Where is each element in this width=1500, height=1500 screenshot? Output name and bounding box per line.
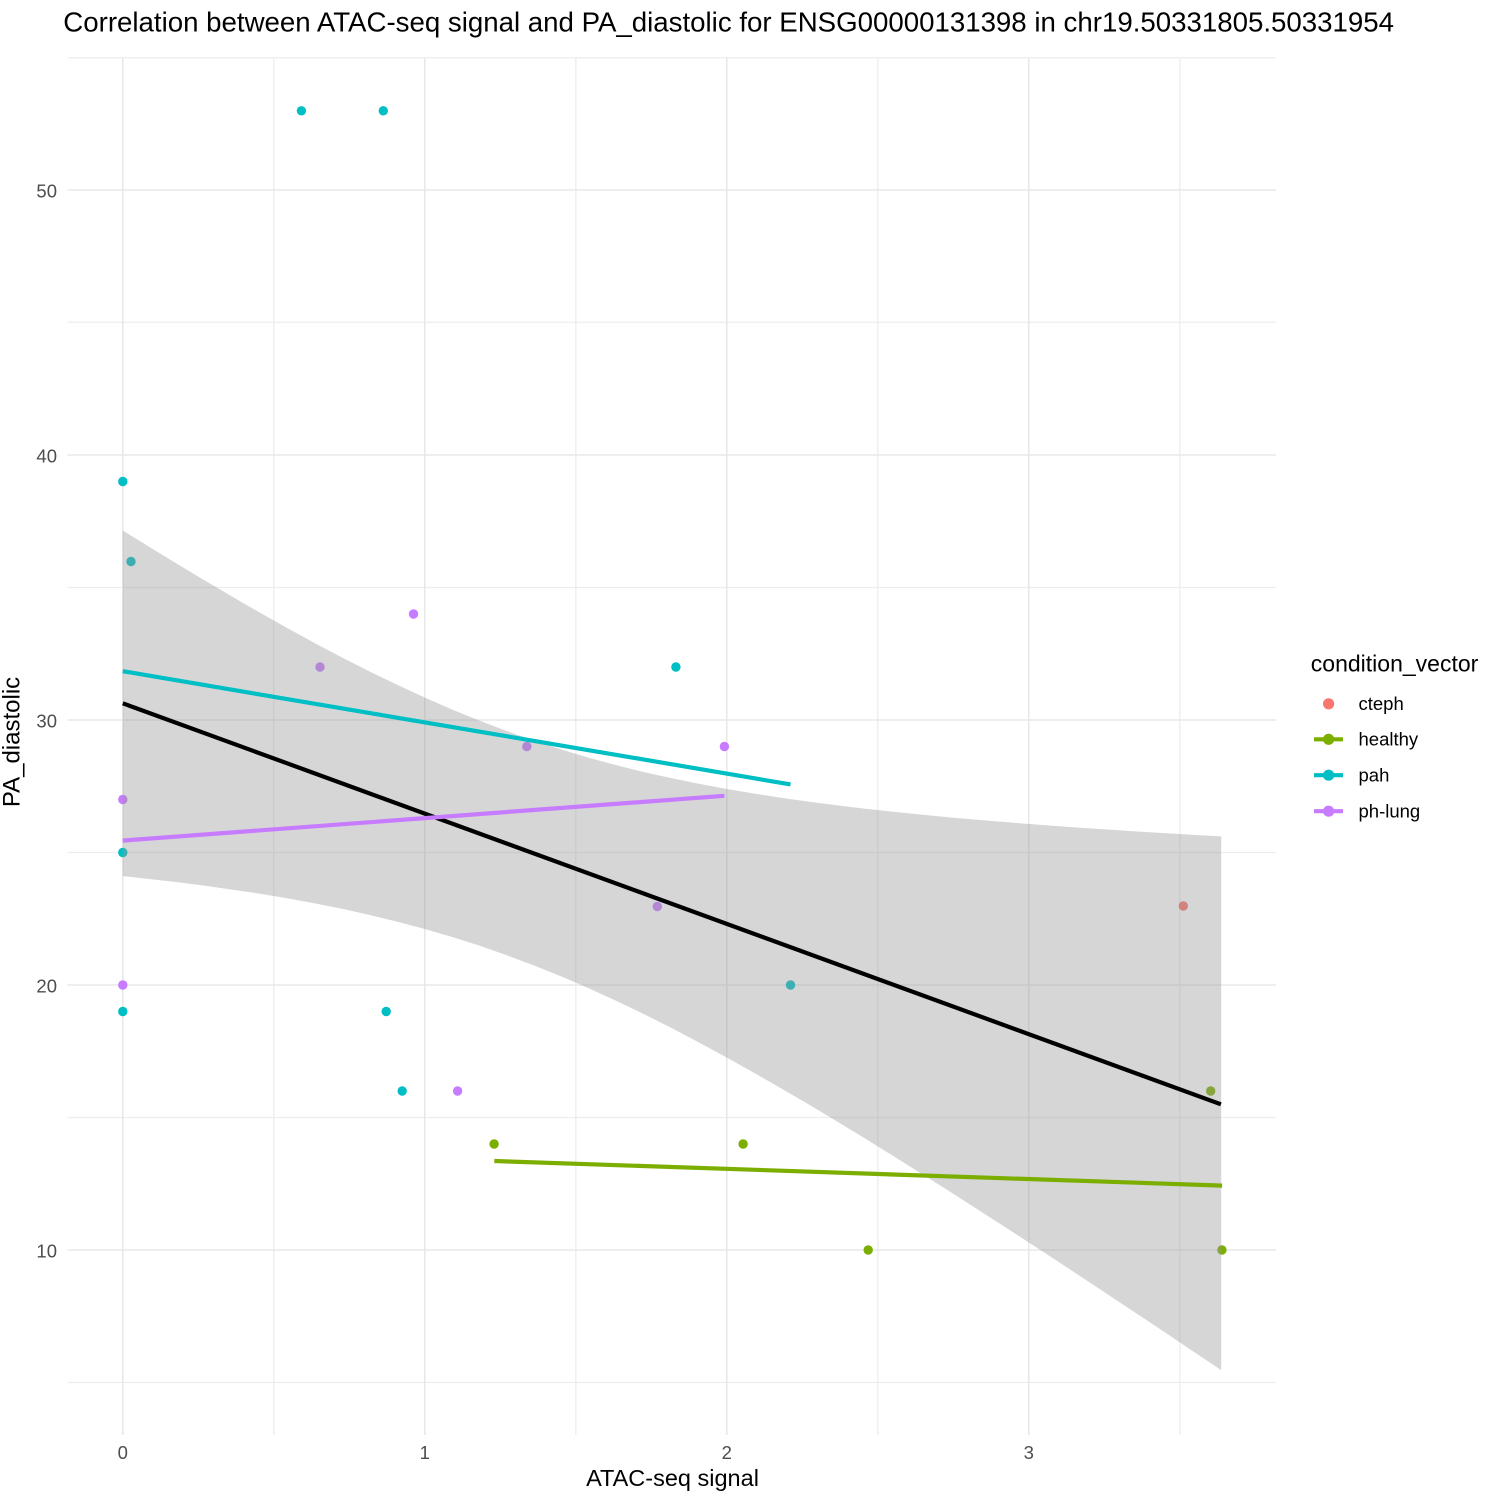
svg-text:3: 3 [1024, 1442, 1034, 1463]
svg-text:50: 50 [36, 180, 57, 201]
svg-text:PA_diastolic: PA_diastolic [0, 677, 25, 807]
svg-text:Correlation between ATAC-seq s: Correlation between ATAC-seq signal and … [63, 6, 1394, 37]
svg-text:1: 1 [420, 1442, 430, 1463]
svg-text:ph-lung: ph-lung [1359, 801, 1421, 822]
svg-text:10: 10 [36, 1240, 57, 1261]
svg-text:2: 2 [722, 1442, 732, 1463]
svg-text:20: 20 [36, 975, 57, 996]
svg-text:cteph: cteph [1359, 693, 1404, 714]
svg-text:condition_vector: condition_vector [1311, 651, 1479, 677]
svg-text:ATAC-seq signal: ATAC-seq signal [586, 1465, 759, 1491]
svg-text:pah: pah [1359, 765, 1390, 786]
svg-text:30: 30 [36, 710, 57, 731]
svg-text:40: 40 [36, 445, 57, 466]
svg-text:healthy: healthy [1359, 729, 1419, 750]
svg-text:0: 0 [118, 1442, 128, 1463]
